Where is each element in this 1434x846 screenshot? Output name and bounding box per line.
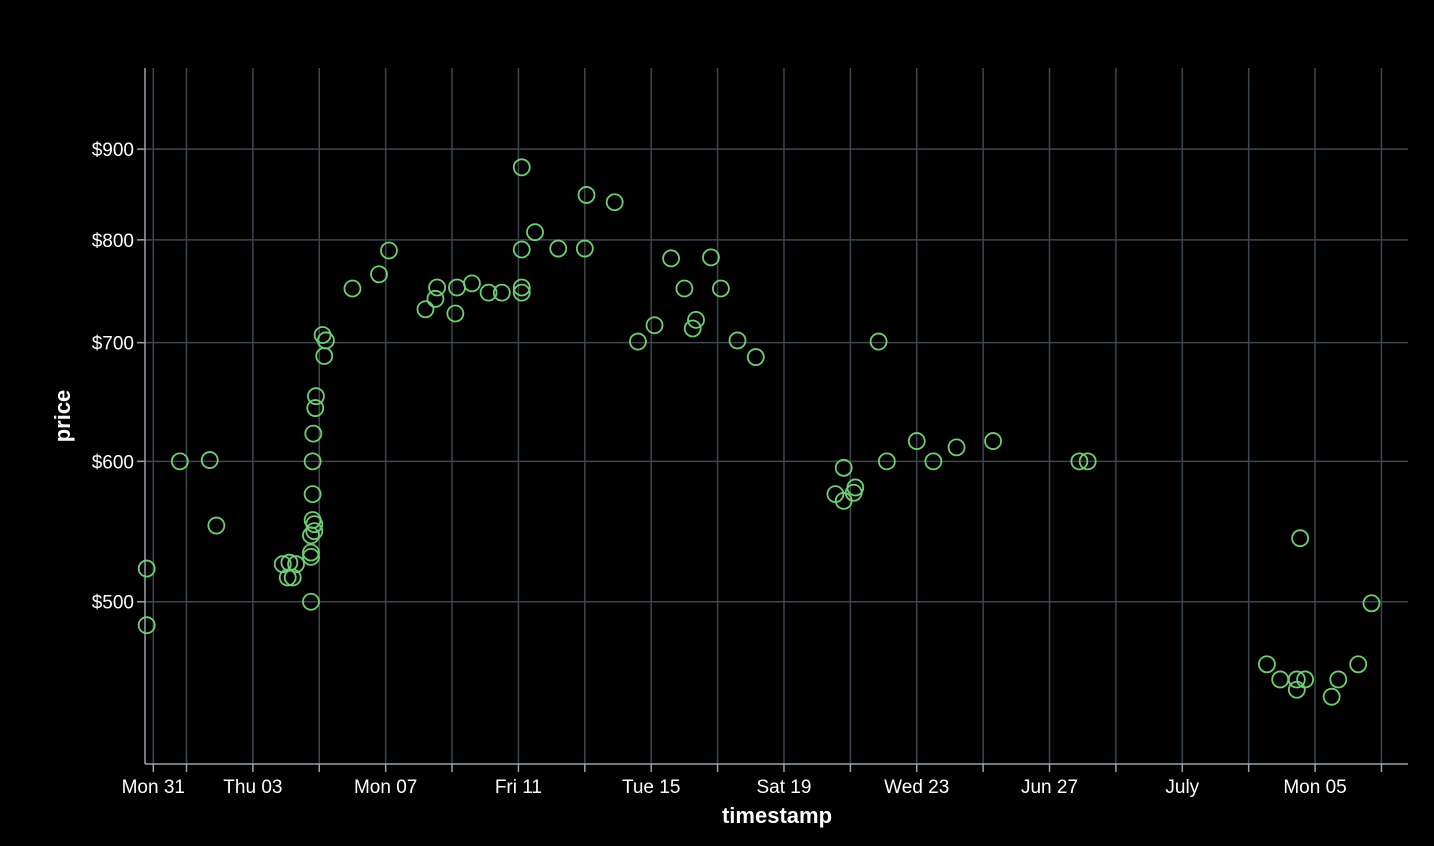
data-point — [1291, 529, 1310, 548]
x-tick-label: Mon 05 — [1283, 777, 1346, 798]
data-point — [207, 516, 226, 535]
x-tick-label: Thu 03 — [223, 777, 282, 798]
data-point — [512, 278, 531, 297]
data-point — [303, 452, 322, 471]
x-tick-label: Jun 27 — [1021, 777, 1078, 798]
data-point — [877, 452, 896, 471]
data-point — [380, 241, 398, 260]
data-point — [575, 239, 594, 258]
data-point — [1329, 670, 1348, 689]
data-point — [702, 248, 720, 267]
data-point — [924, 452, 943, 471]
data-point — [687, 310, 705, 329]
data-point — [278, 568, 297, 587]
data-point — [307, 387, 325, 406]
data-point — [512, 283, 531, 302]
grid-lines — [145, 68, 1408, 764]
data-point — [675, 279, 694, 298]
x-tick-label: Mon 07 — [354, 777, 417, 798]
data-point — [1362, 594, 1381, 613]
data-point — [629, 332, 647, 351]
y-tick-label: $700 — [92, 334, 134, 355]
x-tick-label: Mon 31 — [122, 777, 185, 798]
data-point — [662, 249, 681, 268]
data-point — [313, 326, 332, 344]
data-point — [200, 451, 219, 469]
data-points — [137, 158, 1381, 706]
y-tick-label: $900 — [92, 140, 134, 161]
data-point — [137, 616, 156, 635]
data-point — [1349, 655, 1368, 674]
y-axis-title: price — [50, 390, 75, 443]
x-tick-label: Wed 23 — [884, 777, 949, 798]
data-point — [1258, 655, 1276, 674]
data-point — [728, 331, 747, 350]
data-point — [549, 239, 568, 258]
data-point — [305, 515, 324, 534]
data-point — [302, 526, 320, 545]
data-point — [1287, 670, 1306, 689]
x-tick-label: Tue 15 — [622, 777, 680, 798]
data-point — [1078, 452, 1097, 471]
data-point — [302, 543, 320, 562]
data-point — [137, 559, 156, 578]
data-point — [463, 274, 481, 293]
data-point — [526, 223, 544, 242]
data-point — [907, 432, 926, 450]
data-point — [869, 332, 888, 351]
data-point — [846, 478, 865, 497]
data-point — [317, 331, 335, 350]
data-point — [683, 319, 702, 338]
data-point — [1322, 687, 1341, 706]
data-point — [416, 300, 435, 319]
data-point — [746, 348, 765, 366]
data-point — [287, 555, 305, 574]
tick-labels: Mon 31 Thu 03 Mon 07 Fri 11 Tue 15 Sat 19 Wed … — [92, 140, 1347, 798]
data-point — [479, 283, 498, 302]
data-point — [512, 158, 531, 177]
axes — [137, 68, 1408, 772]
x-axis-title: timestamp — [722, 803, 832, 828]
data-point — [446, 304, 465, 323]
data-point — [343, 279, 362, 298]
data-point — [712, 279, 730, 298]
data-point — [170, 452, 189, 471]
data-point — [426, 289, 445, 308]
data-point — [370, 265, 388, 284]
data-point — [512, 240, 531, 259]
data-point — [305, 522, 324, 541]
data-point — [304, 424, 323, 443]
y-tick-label: $600 — [92, 452, 134, 473]
data-point — [577, 186, 596, 204]
data-point — [302, 592, 320, 611]
data-point — [302, 547, 320, 566]
data-point — [283, 568, 302, 587]
data-point — [492, 283, 511, 302]
y-tick-label: $500 — [92, 593, 134, 614]
data-point — [1271, 670, 1290, 689]
data-point — [1287, 680, 1306, 699]
x-tick-label: Sat 19 — [756, 777, 811, 798]
data-point — [834, 458, 853, 477]
data-point — [984, 432, 1002, 450]
data-point — [428, 278, 446, 297]
data-point — [1296, 670, 1315, 689]
y-tick-label: $800 — [92, 231, 134, 252]
data-point — [645, 316, 664, 335]
data-point — [947, 438, 966, 457]
x-tick-label: July — [1165, 777, 1199, 798]
data-point — [303, 485, 322, 504]
data-point — [306, 399, 325, 417]
data-point — [1070, 452, 1089, 471]
data-point — [605, 193, 624, 212]
x-tick-label: Fri 11 — [495, 777, 542, 798]
